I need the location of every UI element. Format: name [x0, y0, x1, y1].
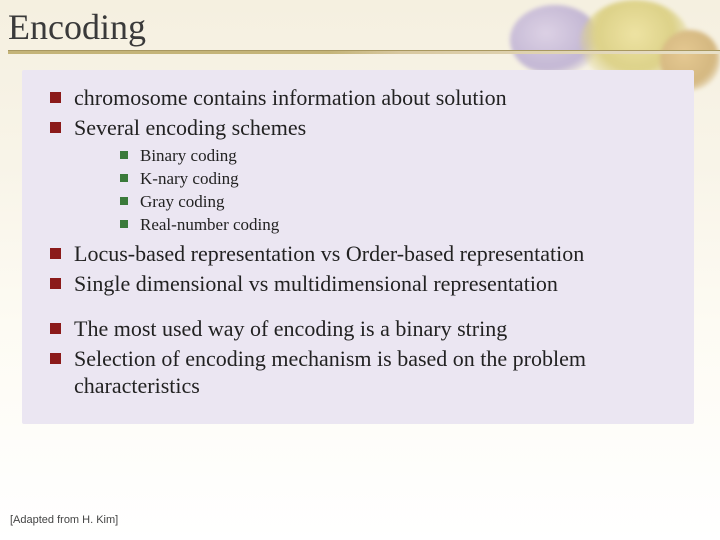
list-item-text: The most used way of encoding is a binar… [74, 316, 507, 341]
content-panel: chromosome contains information about so… [22, 70, 694, 424]
list-item-text: Binary coding [140, 146, 237, 165]
list-item: Gray coding [112, 191, 676, 213]
list-item: Selection of encoding mechanism is based… [40, 345, 676, 400]
list-item: Single dimensional vs multidimensional r… [40, 270, 676, 298]
slide-title: Encoding [8, 6, 720, 48]
list-item-text: K-nary coding [140, 169, 239, 188]
footer-attribution: [Adapted from H. Kim] [10, 514, 118, 526]
list-item: Several encoding schemes Binary coding K… [40, 114, 676, 237]
list-item-text: Several encoding schemes [74, 115, 306, 140]
list-item-text: Single dimensional vs multidimensional r… [74, 271, 558, 296]
list-item-text: Locus-based representation vs Order-base… [74, 241, 584, 266]
list-item: Binary coding [112, 145, 676, 167]
list-item-text: Real-number coding [140, 215, 279, 234]
list-item-text: chromosome contains information about so… [74, 85, 507, 110]
list-item: K-nary coding [112, 168, 676, 190]
bullet-list-lvl1: chromosome contains information about so… [40, 84, 676, 400]
list-spacer [40, 299, 676, 313]
list-item: chromosome contains information about so… [40, 84, 676, 112]
bullet-list-lvl2: Binary coding K-nary coding Gray coding … [112, 145, 676, 236]
title-underline [8, 50, 720, 54]
title-region: Encoding [0, 0, 720, 54]
list-item: Locus-based representation vs Order-base… [40, 240, 676, 268]
list-item: The most used way of encoding is a binar… [40, 315, 676, 343]
list-item-text: Selection of encoding mechanism is based… [74, 346, 586, 399]
list-item: Real-number coding [112, 214, 676, 236]
list-item-text: Gray coding [140, 192, 225, 211]
